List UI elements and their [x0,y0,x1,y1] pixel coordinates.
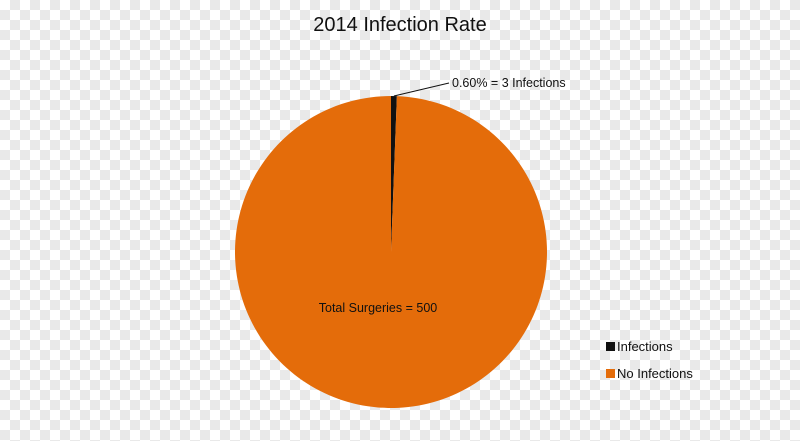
legend-swatch-no-infections [606,369,615,378]
legend: Infections No Infections [606,339,693,381]
pie-slice-no-infections [235,96,548,408]
chart-title: 2014 Infection Rate [313,14,486,36]
data-label-leader-line [393,82,450,97]
data-label-infections: 0.60% = 3 Infections [452,76,566,90]
pie-slices [235,96,548,408]
data-label-total-surgeries: Total Surgeries = 500 [319,301,438,315]
legend-label-no-infections: No Infections [617,366,693,381]
pie-slice-infections [391,96,397,252]
legend-swatch-infections [606,342,615,351]
legend-label-infections: Infections [617,339,673,354]
